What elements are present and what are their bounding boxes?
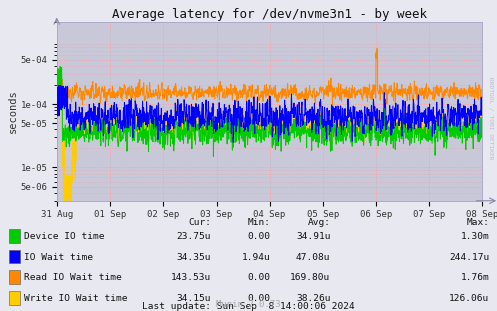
Text: Min:: Min: [248,218,271,227]
FancyBboxPatch shape [9,291,20,305]
Text: 169.80u: 169.80u [290,273,331,282]
Text: 143.53u: 143.53u [171,273,211,282]
Text: Cur:: Cur: [188,218,211,227]
Text: 23.75u: 23.75u [177,232,211,241]
Text: Write IO Wait time: Write IO Wait time [24,294,127,303]
Text: Last update: Sun Sep  8 14:00:06 2024: Last update: Sun Sep 8 14:00:06 2024 [142,302,355,311]
Text: 47.08u: 47.08u [296,253,331,262]
Text: 1.76m: 1.76m [461,273,490,282]
Text: Munin 2.0.73: Munin 2.0.73 [216,300,281,309]
Text: 244.17u: 244.17u [449,253,490,262]
Text: 0.00: 0.00 [248,273,271,282]
Text: Avg:: Avg: [308,218,331,227]
Text: RRDTOOL / TOBI OETIKER: RRDTOOL / TOBI OETIKER [488,77,493,160]
Text: 1.94u: 1.94u [242,253,271,262]
Text: 126.06u: 126.06u [449,294,490,303]
Text: Device IO time: Device IO time [24,232,104,241]
Text: 34.35u: 34.35u [177,253,211,262]
Title: Average latency for /dev/nvme3n1 - by week: Average latency for /dev/nvme3n1 - by we… [112,7,427,21]
FancyBboxPatch shape [9,229,20,243]
Text: Max:: Max: [467,218,490,227]
FancyBboxPatch shape [9,270,20,284]
Text: Read IO Wait time: Read IO Wait time [24,273,122,282]
Text: 0.00: 0.00 [248,232,271,241]
Text: 38.26u: 38.26u [296,294,331,303]
FancyBboxPatch shape [9,250,20,263]
Text: 0.00: 0.00 [248,294,271,303]
Text: 34.91u: 34.91u [296,232,331,241]
Text: IO Wait time: IO Wait time [24,253,93,262]
Text: 1.30m: 1.30m [461,232,490,241]
Text: 34.15u: 34.15u [177,294,211,303]
Y-axis label: seconds: seconds [8,89,18,133]
